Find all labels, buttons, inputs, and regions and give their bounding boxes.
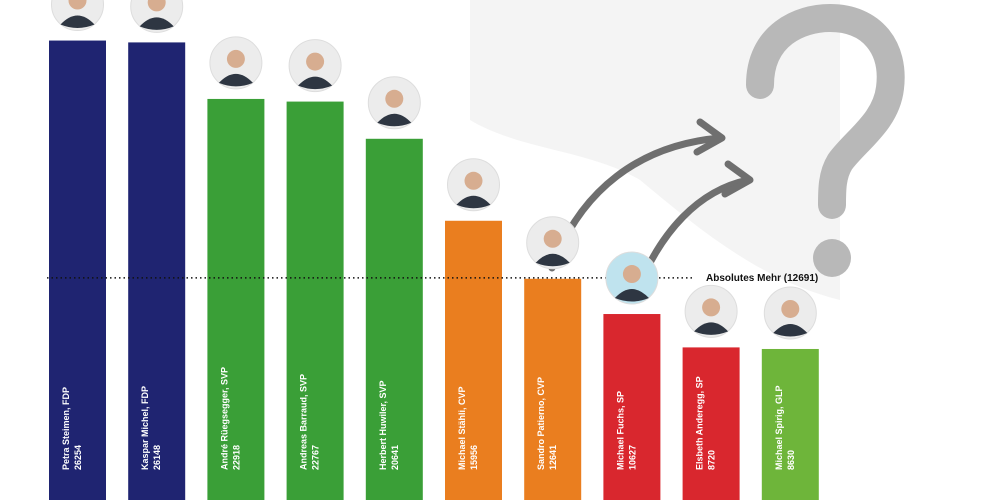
person-photo-icon: [763, 286, 817, 340]
person-photo-icon: [684, 284, 738, 338]
bar: [603, 314, 661, 500]
threshold-label: Absolutes Mehr (12691): [706, 273, 818, 284]
arrowhead-icon: [693, 118, 726, 156]
bar: [207, 98, 265, 500]
arrowhead-icon: [721, 160, 754, 198]
bar-value-label: 26148: [152, 445, 162, 470]
bar-category-label: André Rüegsegger, SVP: [219, 367, 229, 470]
bar-category-label: Kaspar Michel, FDP: [140, 386, 150, 470]
avatars-layer: [51, 0, 817, 340]
bars-layer: Petra Steimen, FDP 26254 Kaspar Michel, FD…: [49, 40, 819, 500]
person-photo-icon: [288, 39, 342, 93]
bar: [286, 101, 344, 500]
question-mark-icon: [746, 3, 905, 277]
bar-category-label: Petra Steimen, FDP: [61, 387, 71, 470]
bar-category-label: Elsbeth Anderegg, SP: [695, 376, 705, 470]
bar-category-label: Michael Stähli, CVP: [457, 386, 467, 470]
person-photo-icon: [447, 158, 500, 212]
bar-category-label: Michael Fuchs, SP: [615, 391, 625, 470]
bar-category-label: Herbert Huwiler, SVP: [378, 380, 388, 470]
bar-category-label: Michael Spirig, GLP: [774, 385, 784, 470]
bar: [49, 40, 106, 500]
bar: [128, 42, 186, 500]
person-photo-icon: [367, 76, 421, 130]
person-photo-icon: [51, 0, 104, 32]
person-photo-icon: [209, 36, 263, 90]
bar: [682, 347, 740, 500]
person-photo-icon: [130, 0, 184, 33]
bar-category-label: Andreas Barraud, SVP: [299, 374, 309, 470]
bar: [445, 220, 502, 500]
bar: [761, 348, 819, 500]
bar-value-label: 10627: [627, 445, 637, 470]
bar-value-label: 12641: [548, 445, 558, 470]
bar-value-label: 15956: [469, 445, 479, 470]
bar: [524, 278, 582, 500]
bar-category-label: Sandro Patierno, CVP: [536, 377, 546, 470]
bar-value-label: 22918: [231, 445, 241, 470]
bar-value-label: 8720: [707, 450, 717, 470]
bar-value-label: 20641: [390, 445, 400, 470]
bar-value-label: 22767: [311, 445, 321, 470]
bar: [365, 138, 423, 500]
bar-value-label: 26254: [73, 445, 83, 470]
bar-value-label: 8630: [786, 450, 796, 470]
person-photo-icon: [526, 216, 580, 270]
person-photo-icon: [605, 251, 659, 305]
